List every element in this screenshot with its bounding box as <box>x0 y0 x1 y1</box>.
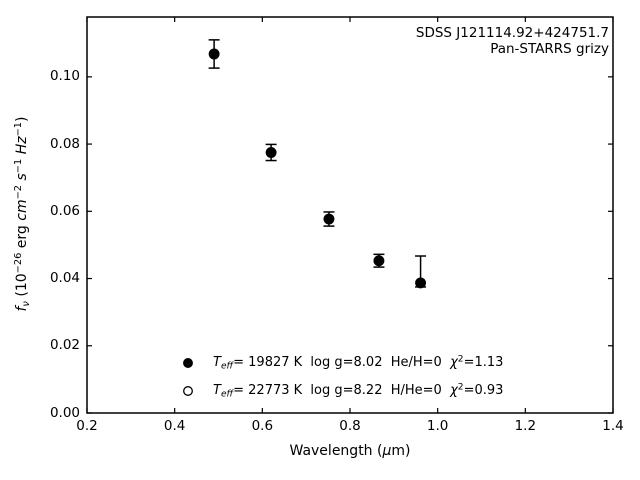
annotation-object-name: SDSS J121114.92+424751.7 <box>415 25 609 41</box>
y-tick-label: 0.02 <box>49 337 80 354</box>
y-tick-label: 0.10 <box>49 68 80 85</box>
data-point <box>415 277 427 289</box>
y-tick-label: 0.04 <box>49 270 80 287</box>
x-axis-label: Wavelength (μm) <box>289 443 411 459</box>
x-tick-label: 1.2 <box>514 418 537 434</box>
data-point <box>373 255 385 267</box>
x-tick-label: 0.2 <box>76 418 98 434</box>
legend-marker-open-circle-icon <box>183 386 193 396</box>
x-tick-label: 0.4 <box>163 418 186 434</box>
x-tick-label: 1.4 <box>602 418 624 434</box>
x-tick-label: 0.8 <box>339 418 361 434</box>
y-tick-label: 0.06 <box>49 202 80 219</box>
data-point <box>265 147 277 158</box>
legend-entry-label: Teff= 19827 K log g=8.02 He/H=0 χ2=1.13 <box>213 353 504 372</box>
annotation-survey-name: Pan-STARRS grizy <box>490 40 609 57</box>
x-tick-label: 0.6 <box>251 418 274 434</box>
y-tick-label: 0.08 <box>49 135 80 152</box>
legend-marker-filled-circle-icon <box>183 358 193 368</box>
data-point <box>323 213 335 225</box>
y-tick-label: 0.00 <box>49 404 80 421</box>
x-tick-label: 1.0 <box>426 418 449 434</box>
legend-entry-label: Teff= 22773 K log g=8.22 H/He=0 χ2=0.93 <box>213 381 504 400</box>
y-axis-label: fν (10−26 erg cm−2 s−1 Hz−1) <box>13 116 32 312</box>
annotation: SDSS J121114.92+424751.7 Pan-STARRS griz… <box>415 25 609 57</box>
data-point <box>208 48 220 60</box>
